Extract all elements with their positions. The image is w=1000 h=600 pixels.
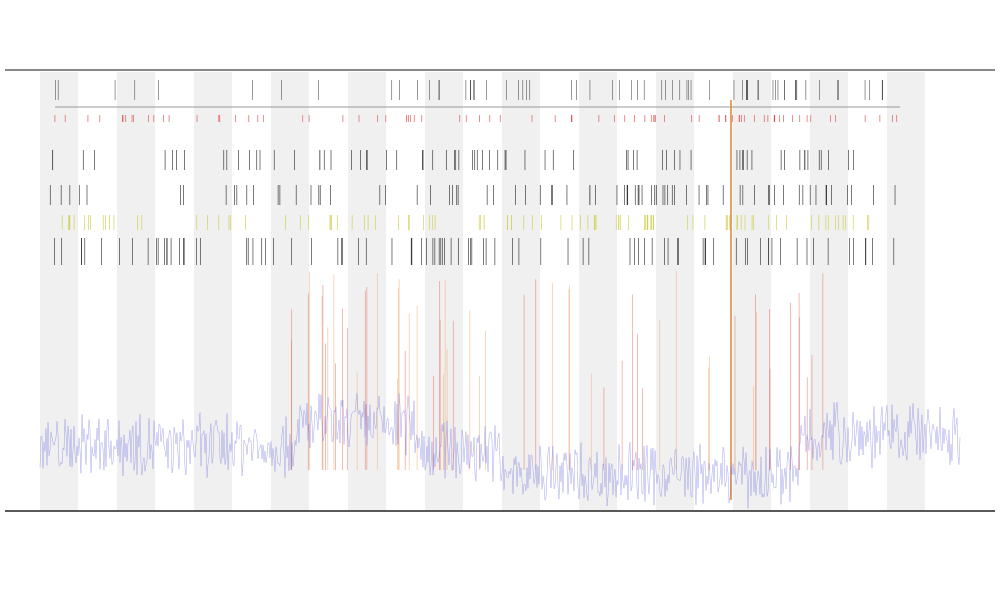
band xyxy=(733,72,771,510)
band xyxy=(271,72,309,510)
band xyxy=(117,72,155,510)
band xyxy=(502,72,540,510)
shaded-bands xyxy=(40,72,925,510)
band xyxy=(656,72,694,510)
band xyxy=(425,72,463,510)
band xyxy=(40,72,78,510)
band xyxy=(579,72,617,510)
event-ticks xyxy=(49,80,898,265)
spikes xyxy=(290,100,824,500)
band xyxy=(887,72,925,510)
trace xyxy=(39,393,961,509)
